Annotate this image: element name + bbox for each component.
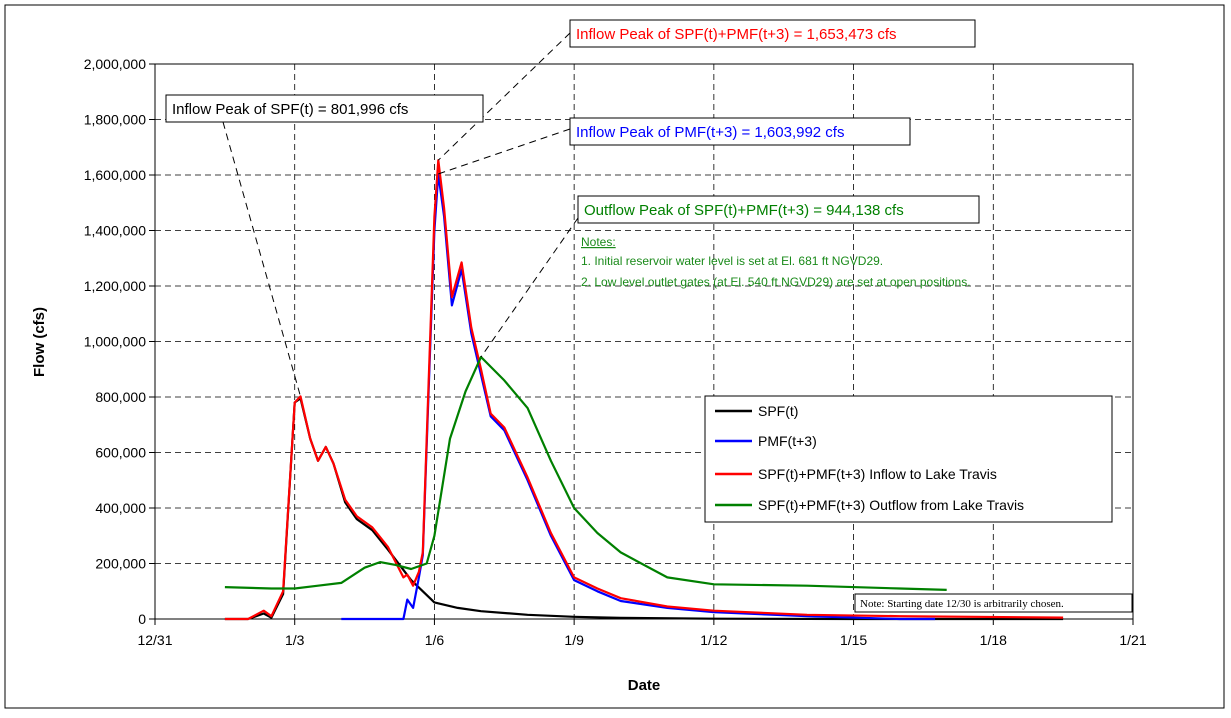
series-spf-line	[224, 397, 1064, 621]
legend: SPF(t) PMF(t+3) SPF(t)+PMF(t+3) Inflow t…	[704, 395, 1113, 523]
annotation-leader-line	[480, 217, 579, 358]
callout-outflow-peak: Outflow Peak of SPF(t)+PMF(t+3) = 944,13…	[577, 195, 980, 224]
legend-label-pmf: PMF(t+3)	[758, 433, 817, 449]
y-tick-label: 0	[138, 611, 146, 627]
footnote: Note: Starting date 12/30 is arbitrarily…	[854, 593, 1133, 613]
x-tick-label: 12/31	[137, 632, 172, 648]
y-tick-label: 1,000,000	[84, 334, 146, 350]
x-tick-label: 1/18	[980, 632, 1007, 648]
callout-box	[569, 19, 976, 48]
x-tick-label: 1/15	[840, 632, 867, 648]
callout-text: Inflow Peak of SPF(t)+PMF(t+3) = 1,653,4…	[576, 26, 897, 43]
callout-box	[165, 94, 484, 123]
y-tick-label: 1,400,000	[84, 223, 146, 239]
x-tick-label: 1/6	[425, 632, 445, 648]
notes-heading: Notes:	[581, 235, 616, 249]
footnote-box	[854, 593, 1133, 613]
notes-block: Notes: 1. Initial reservoir water level …	[581, 235, 971, 289]
annotation-callouts: Inflow Peak of SPF(t) = 801,996 cfs Inflo…	[165, 19, 980, 224]
x-axis-ticks: 12/31 1/3 1/6 1/9 1/12 1/15 1/18 1/21	[137, 619, 1147, 648]
y-tick-label: 800,000	[95, 389, 146, 405]
y-tick-label: 400,000	[95, 500, 146, 516]
callout-text: Inflow Peak of SPF(t) = 801,996 cfs	[172, 101, 408, 118]
callout-box	[569, 117, 911, 146]
annotation-leaders	[222, 32, 579, 397]
notes-line-2: 2. Low level outlet gates (at El. 540 ft…	[581, 275, 971, 289]
x-tick-label: 1/12	[700, 632, 727, 648]
x-tick-label: 1/3	[285, 632, 305, 648]
y-tick-label: 200,000	[95, 556, 146, 572]
footnote-text: Note: Starting date 12/30 is arbitrarily…	[860, 598, 1064, 610]
y-axis-ticks: 0 200,000 400,000 600,000 800,000 1,000,000 1,…	[84, 56, 155, 627]
annotation-leader-line	[437, 32, 571, 161]
legend-label-spf: SPF(t)	[758, 403, 798, 419]
callout-text: Outflow Peak of SPF(t)+PMF(t+3) = 944,13…	[584, 202, 904, 219]
series-outflow-line	[224, 355, 947, 591]
callout-pmf-peak: Inflow Peak of PMF(t+3) = 1,603,992 cfs	[569, 117, 911, 146]
notes-line-1: 1. Initial reservoir water level is set …	[581, 254, 883, 268]
callout-box	[577, 195, 980, 224]
legend-box	[704, 395, 1113, 523]
y-tick-label: 1,600,000	[84, 167, 146, 183]
y-axis-title: Flow (cfs)	[31, 307, 48, 377]
callout-combined-inflow-peak: Inflow Peak of SPF(t)+PMF(t+3) = 1,653,4…	[569, 19, 976, 48]
y-tick-label: 1,200,000	[84, 278, 146, 294]
y-tick-label: 2,000,000	[84, 56, 146, 72]
x-tick-label: 1/9	[564, 632, 584, 648]
series-pmf-line	[341, 172, 936, 621]
series-lines	[224, 159, 1064, 621]
callout-text: Inflow Peak of PMF(t+3) = 1,603,992 cfs	[576, 124, 844, 141]
legend-label-outflow: SPF(t)+PMF(t+3) Outflow from Lake Travis	[758, 497, 1024, 513]
series-inflow-line	[224, 159, 1064, 621]
x-axis-title: Date	[628, 677, 661, 694]
y-tick-label: 1,800,000	[84, 112, 146, 128]
legend-label-inflow: SPF(t)+PMF(t+3) Inflow to Lake Travis	[758, 466, 997, 482]
x-tick-label: 1/21	[1119, 632, 1146, 648]
y-tick-label: 600,000	[95, 445, 146, 461]
callout-spf-peak: Inflow Peak of SPF(t) = 801,996 cfs	[165, 94, 484, 123]
